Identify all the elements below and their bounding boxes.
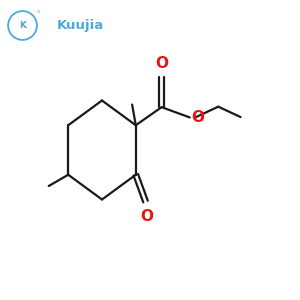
Text: O: O	[140, 209, 154, 224]
Text: Kuujia: Kuujia	[57, 19, 104, 32]
Text: O: O	[191, 110, 204, 125]
Text: °: °	[36, 11, 40, 17]
Text: O: O	[155, 56, 168, 70]
Text: K: K	[19, 21, 26, 30]
